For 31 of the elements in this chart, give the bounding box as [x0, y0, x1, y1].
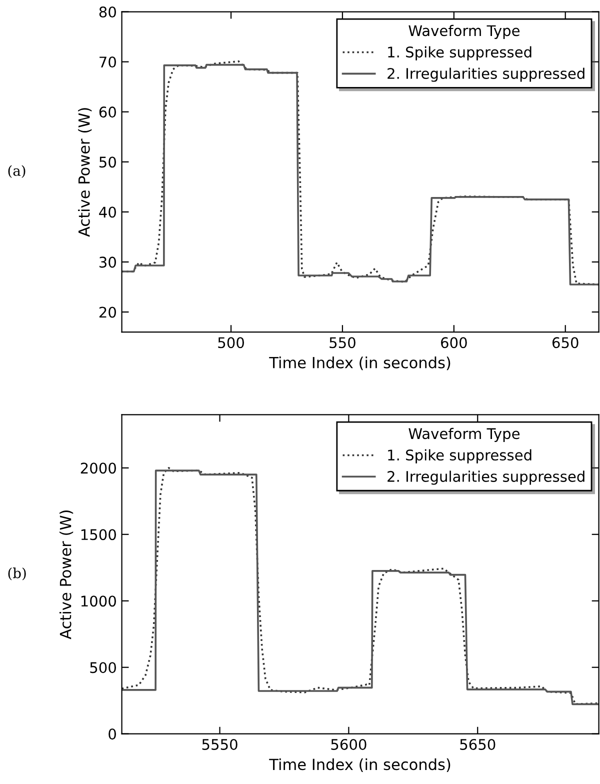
legend-title: Waveform Type	[408, 428, 520, 442]
y-tick-label: 1500	[81, 529, 116, 540]
x-tick-label: 5650	[460, 738, 496, 750]
y-tick-label: 2000	[80, 462, 116, 474]
legend-label: 1. Spike suppressed	[388, 449, 532, 464]
y-tick-label: 60	[99, 106, 116, 118]
x-axis-title: Time Index (in seconds)	[269, 356, 450, 370]
y-tick-label: 20	[99, 306, 116, 318]
legend-label: 2. Irregularities suppressed	[388, 470, 584, 485]
y-tick-label: 500	[90, 662, 116, 674]
y-axis-title: Active Power (W)	[78, 108, 92, 237]
legend-title: Waveform Type	[408, 24, 520, 39]
text: (a)	[8, 165, 26, 178]
text: (b)	[8, 568, 26, 580]
legend-label: 1. Spike suppressed	[388, 46, 532, 60]
y-tick-label: 70	[100, 56, 116, 68]
y-tick-label: 0	[108, 728, 116, 740]
x-tick-label: 550	[330, 337, 356, 348]
y-tick-label: 50	[100, 156, 116, 168]
x-tick-label: 600	[441, 337, 467, 348]
x-tick-label: 500	[218, 337, 244, 348]
y-tick-label: 30	[99, 256, 116, 268]
legend-label: 2. Irregularities suppressed	[388, 68, 584, 82]
y-tick-label: 40	[99, 206, 116, 218]
x-tick-label: 5550	[202, 738, 238, 750]
y-tick-label: 80	[99, 6, 116, 18]
x-axis-title: Time Index (in seconds)	[269, 758, 450, 772]
y-axis-title: Active Power (W)	[59, 510, 74, 640]
y-tick-label: 1000	[81, 596, 116, 607]
x-tick-label: 650	[552, 337, 578, 348]
x-tick-label: 5600	[331, 738, 366, 750]
